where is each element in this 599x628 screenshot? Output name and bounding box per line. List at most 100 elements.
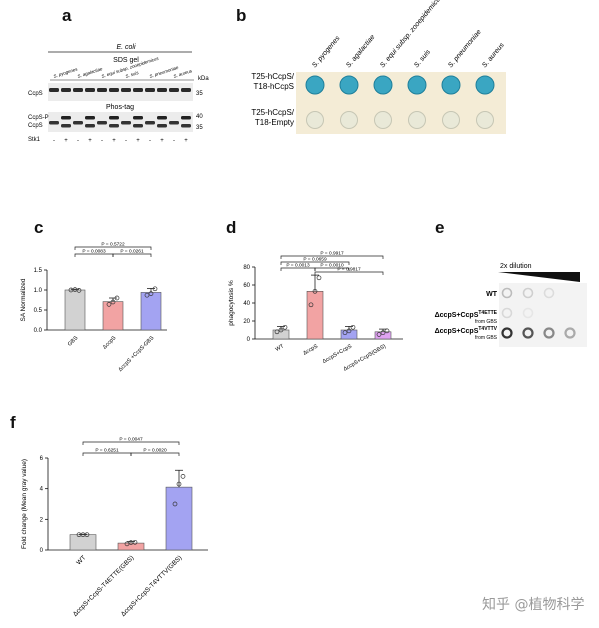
significance-bracket <box>130 452 180 456</box>
stk1-sign: + <box>184 138 188 144</box>
row2-label-a: CcpS-P <box>28 115 49 121</box>
data-point <box>152 286 158 292</box>
band-unphospho <box>145 121 155 125</box>
y-tick-label: 6 <box>40 456 44 462</box>
p-value-label: P = 0.0013 <box>286 263 310 269</box>
panel-label-d: d <box>226 218 237 237</box>
band-sds <box>133 88 143 92</box>
panel-label-b: b <box>236 6 247 25</box>
bar <box>165 486 193 551</box>
spot-negative <box>306 111 324 129</box>
stk1-sign: + <box>112 138 116 144</box>
dilution-spot <box>564 327 576 339</box>
significance-bracket <box>112 253 152 257</box>
row-t4vttv-from: from GBS <box>475 335 498 341</box>
plate-background <box>296 72 506 134</box>
y-tick-label: 1.0 <box>34 288 43 294</box>
stk1-sign: - <box>101 138 103 144</box>
data-point <box>274 329 280 335</box>
significance-bracket <box>314 271 384 275</box>
dilution-spot <box>501 327 513 339</box>
y-tick-label: 0 <box>247 337 251 343</box>
bar <box>102 301 124 331</box>
p-value-label: P = 0.0083 <box>82 249 106 255</box>
data-point <box>180 474 186 479</box>
data-point <box>384 328 390 334</box>
spot-positive <box>373 75 393 95</box>
band-sds <box>49 88 59 92</box>
stk1-sign: - <box>77 138 79 144</box>
spot-negative <box>476 111 494 129</box>
row1-label-line2: T18-hCcpS <box>254 82 294 91</box>
dilution-title: 2x dilution <box>500 263 532 270</box>
data-point <box>176 481 182 487</box>
bar <box>64 289 86 331</box>
band-phospho <box>133 116 143 120</box>
spot-negative <box>340 111 358 129</box>
row2-label-b: CcpS <box>28 123 43 129</box>
band-unphospho <box>109 124 119 128</box>
sds-gel-strip <box>48 83 193 101</box>
band-unphospho <box>133 124 143 128</box>
phos-gel-strip <box>48 112 193 132</box>
significance-bracket <box>82 441 180 445</box>
row2-label-line1: T25-hCcpS/ <box>251 108 294 117</box>
band-sds <box>157 88 167 92</box>
x-tick-label: ΔccpS +CcpS-GBS <box>118 335 156 373</box>
significance-bracket <box>280 261 350 265</box>
y-tick-label: 2 <box>40 517 44 523</box>
data-point <box>350 324 356 330</box>
species-label: S. aureus <box>173 68 194 79</box>
mw-35-bottom: 35 <box>196 125 203 131</box>
row1-label: CcpS <box>28 91 43 97</box>
band-phospho <box>85 116 95 120</box>
kda-label: kDa <box>198 76 209 82</box>
y-tick-label: 60 <box>243 283 250 289</box>
y-tick-label: 0 <box>40 548 44 554</box>
stk1-sign: + <box>136 138 140 144</box>
p-value-label: P = 0.0261 <box>120 249 144 255</box>
spot-positive <box>441 75 461 95</box>
row-t4ette-from: from GBS <box>475 319 498 325</box>
x-tick-label: WT <box>275 343 286 353</box>
dilution-spot <box>501 287 513 299</box>
y-tick-label: 0.0 <box>34 328 43 334</box>
band-unphospho <box>73 121 83 125</box>
stk1-sign: - <box>125 138 127 144</box>
dilution-spot <box>522 327 534 339</box>
stk1-sign: - <box>149 138 151 144</box>
band-sds <box>73 88 83 92</box>
y-axis-label: SA Normalized <box>20 278 27 321</box>
band-phospho <box>61 116 71 120</box>
band-phospho <box>109 116 119 120</box>
species-label: S. aureus <box>481 41 506 69</box>
stk1-label: Stk1 <box>28 137 41 143</box>
band-unphospho <box>121 121 131 125</box>
spot-positive <box>339 75 359 95</box>
species-label: S. equi subsp. zooepidemicus <box>379 0 444 69</box>
bar <box>117 542 145 551</box>
p-value-label: P = 0.6251 <box>95 448 119 454</box>
band-sds <box>85 88 95 92</box>
p-value-label: P = 0.0020 <box>143 448 167 454</box>
band-sds <box>97 88 107 92</box>
data-point <box>114 295 120 301</box>
row-wt-label: WT <box>486 291 498 298</box>
species-label: S. pyogenes <box>311 35 342 70</box>
data-point <box>282 324 288 330</box>
panel-label-c: c <box>34 218 44 237</box>
data-point <box>376 332 382 337</box>
p-value-label: P = 0.0659 <box>303 257 327 263</box>
y-tick-label: 80 <box>243 265 250 271</box>
y-axis-label: Fold change (Mean gray value) <box>21 459 28 549</box>
data-point <box>106 302 112 307</box>
y-tick-label: 20 <box>243 319 250 325</box>
sds-gel-label: SDS gel <box>113 57 139 64</box>
stk1-sign: - <box>53 138 55 144</box>
data-point <box>84 532 90 538</box>
band-phospho <box>157 116 167 120</box>
bar <box>69 534 97 551</box>
panel-e-dilution: 2x dilution WT ΔccpS+CcpST4ETTE from GBS… <box>435 263 587 347</box>
